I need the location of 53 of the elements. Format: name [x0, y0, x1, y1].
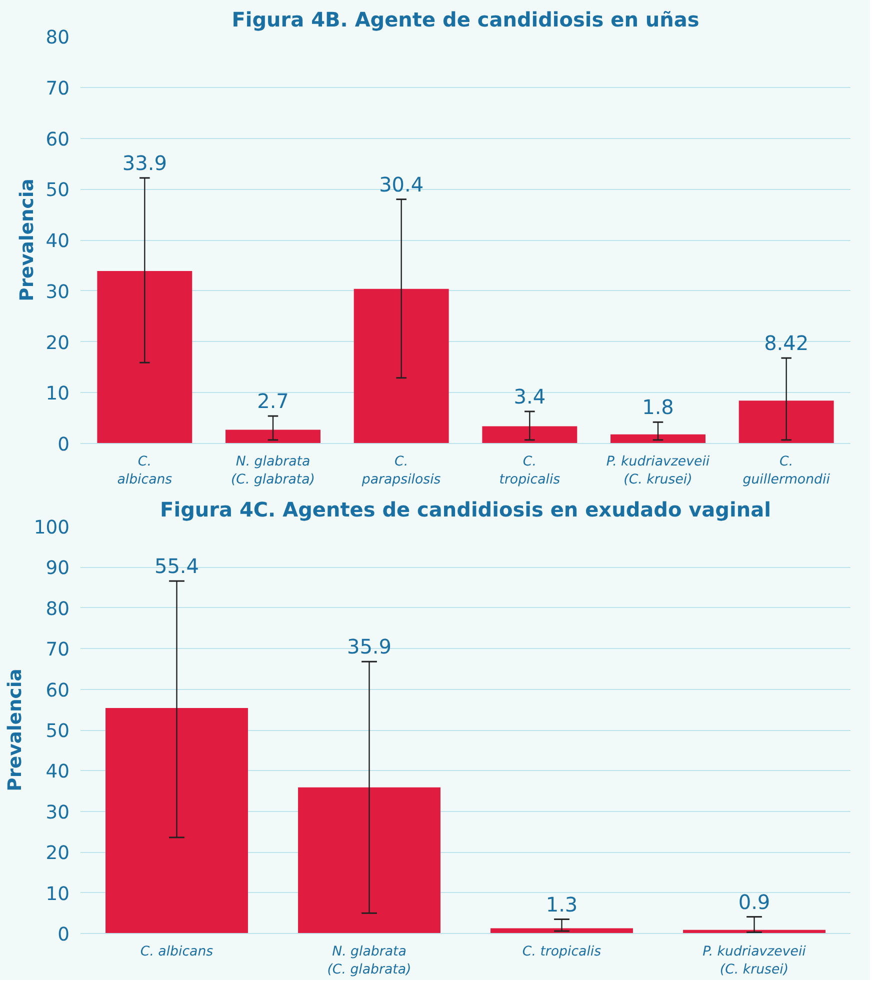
annotation: 3.4	[514, 384, 546, 408]
annotation: 55.4	[154, 554, 200, 578]
annotation: 0.9	[738, 890, 770, 914]
chart-title: Figura 4B. Agente de candidiosis en uñas	[232, 8, 700, 32]
y-tick-label: 20	[46, 332, 70, 354]
y-tick-label: 40	[46, 231, 70, 252]
y-tick-label: 10	[46, 884, 70, 905]
bar	[226, 430, 320, 444]
y-tick-label: 60	[46, 129, 70, 150]
x-tick-label: N. glabrata (C. glabrata)	[327, 944, 412, 978]
y-tick-label: 10	[46, 384, 70, 405]
annotation: 30.4	[379, 172, 424, 196]
y-tick-label: 70	[46, 640, 70, 661]
bar	[298, 787, 440, 934]
bar	[610, 434, 706, 444]
y-tick-label: 30	[46, 282, 70, 303]
bar	[490, 928, 633, 934]
x-tick-label: C. parapsilosis	[360, 454, 441, 488]
y-tick-label: 20	[46, 843, 70, 864]
bar	[354, 288, 449, 444]
y-tick-label: 0	[58, 434, 70, 456]
x-tick-label: C. albicans	[140, 944, 214, 960]
annotation: 33.9	[122, 150, 167, 175]
y-axis-title: Prevalencia	[4, 668, 26, 792]
y-tick-label: 50	[46, 180, 70, 202]
bar	[738, 400, 834, 444]
y-tick-label: 0	[58, 924, 70, 946]
x-tick-label: P. kudriavzeveii (C. krusei)	[702, 944, 806, 978]
x-tick-label: C. albicans	[117, 454, 172, 488]
annotation: 1.8	[642, 395, 674, 420]
annotation: 8.42	[764, 331, 809, 356]
x-tick-label: C. guillermondii	[742, 454, 830, 488]
y-tick-label: 60	[46, 680, 70, 702]
y-tick-label: 50	[46, 721, 70, 742]
bar	[97, 271, 192, 444]
chart-title: Figura 4C. Agentes de candidiosis en exudado vaginal	[160, 498, 771, 522]
y-tick-label: 90	[46, 558, 70, 580]
annotation: 35.9	[346, 634, 392, 659]
annotation: 2.7	[257, 389, 289, 414]
x-tick-label: P. kudriavzeveii (C. krusei)	[606, 454, 710, 488]
y-tick-label: 100	[34, 518, 70, 538]
x-tick-label: C. tropicalis	[499, 454, 560, 488]
y-tick-label: 40	[46, 762, 70, 783]
bar	[106, 708, 248, 934]
y-tick-label: 70	[46, 78, 70, 100]
x-tick-label: C. tropicalis	[522, 944, 602, 960]
x-tick-label: N. glabrata (C. glabrata)	[230, 454, 316, 488]
annotation: 1.3	[546, 892, 578, 916]
y-tick-label: 80	[46, 598, 70, 620]
y-tick-label: 80	[46, 28, 70, 48]
bar	[482, 426, 578, 444]
y-axis-title: Prevalencia	[16, 178, 38, 302]
y-tick-label: 30	[46, 802, 70, 824]
